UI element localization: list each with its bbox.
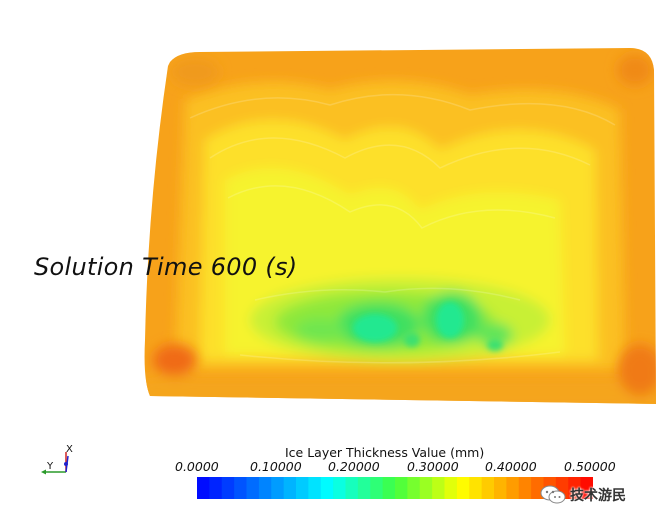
colorbar-tick-label: 0.30000	[407, 459, 459, 474]
y-axis-label: Y	[46, 461, 54, 472]
axis-triad[interactable]: X Y	[38, 442, 78, 478]
colorbar-segment	[444, 477, 458, 499]
colorbar-segment	[271, 477, 285, 499]
colorbar-segment	[456, 477, 470, 499]
colorbar-segment	[518, 477, 532, 499]
watermark: 技术游民	[540, 485, 626, 505]
colorbar-segment	[320, 477, 334, 499]
colorbar-segment	[209, 477, 223, 499]
colorbar-segment	[234, 477, 248, 499]
colorbar-segment	[246, 477, 260, 499]
colorbar-segment	[382, 477, 396, 499]
colorbar-tick-label: 0.10000	[250, 459, 302, 474]
colorbar-tick-label: 0.20000	[328, 459, 380, 474]
colorbar-segment	[370, 477, 384, 499]
colorbar-segment	[469, 477, 483, 499]
colorbar-segment	[407, 477, 421, 499]
colorbar-segment	[580, 477, 593, 499]
colorbar-segment	[357, 477, 371, 499]
colorbar-segment	[481, 477, 495, 499]
colorbar-title: Ice Layer Thickness Value (mm)	[285, 445, 485, 460]
colorbar-segment	[506, 477, 520, 499]
colorbar-segment	[494, 477, 507, 499]
wechat-icon	[540, 485, 566, 504]
windshield-contour-plot	[144, 48, 657, 404]
colorbar-segment	[296, 477, 309, 499]
colorbar-segment	[221, 477, 235, 499]
solution-time-label: Solution Time 600 (s)	[34, 253, 298, 281]
colorbar-segment	[258, 477, 272, 499]
colorbar-segment	[568, 477, 582, 499]
colorbar-segment	[283, 477, 297, 499]
colorbar-segment	[197, 477, 210, 499]
colorbar-tick-label: 0.0000	[175, 459, 219, 474]
colorbar-segment	[333, 477, 347, 499]
colorbar	[197, 477, 593, 499]
y-axis-arrow	[41, 469, 46, 475]
x-axis-label: X	[66, 444, 73, 455]
colorbar-segment	[395, 477, 408, 499]
colorbar-segment	[419, 477, 433, 499]
colorbar-tick-label: 0.50000	[564, 459, 616, 474]
watermark-text: 技术游民	[570, 488, 626, 504]
colorbar-segment	[432, 477, 446, 499]
z-axis-dot	[64, 462, 68, 466]
colorbar-segment	[345, 477, 359, 499]
colorbar-tick-label: 0.40000	[485, 459, 537, 474]
colorbar-segment	[308, 477, 322, 499]
